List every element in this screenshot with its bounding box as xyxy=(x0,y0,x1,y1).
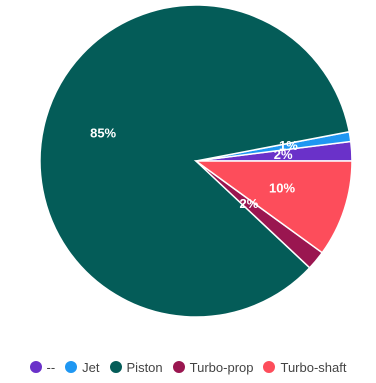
legend-label-piston: Piston xyxy=(126,359,163,375)
pie-label-piston: 85% xyxy=(90,125,116,140)
pie-slice-piston[interactable] xyxy=(39,4,351,318)
legend-label-dash: -- xyxy=(46,359,56,375)
legend-label-turbo-shaft: Turbo-shaft xyxy=(280,359,347,375)
legend-item-jet[interactable]: Jet xyxy=(65,359,100,375)
legend-swatch-piston xyxy=(109,361,122,373)
legend-swatch-dash xyxy=(29,361,42,373)
pie-slice-turbo-shaft[interactable] xyxy=(193,160,353,254)
chart-legend: -- Jet Piston Turbo-prop Turbo-shaft xyxy=(0,356,376,378)
legend-label-jet: Jet xyxy=(82,359,100,375)
legend-item-piston[interactable]: Piston xyxy=(109,359,163,375)
legend-label-turbo-prop: Turbo-prop xyxy=(189,359,254,375)
pie-label-jet: 1% xyxy=(279,138,298,153)
legend-swatch-jet xyxy=(65,361,78,373)
legend-swatch-turbo-prop xyxy=(172,361,185,373)
pie-label-turbo-prop: 2% xyxy=(239,196,258,211)
pie-label-turbo-shaft: 10% xyxy=(269,180,295,195)
legend-item-turbo-prop[interactable]: Turbo-prop xyxy=(172,359,254,375)
legend-item-turbo-shaft[interactable]: Turbo-shaft xyxy=(263,361,346,374)
pie-label-dash: 2% xyxy=(274,147,293,162)
legend-item-dash[interactable]: -- xyxy=(29,359,56,375)
legend-swatch-turbo-shaft xyxy=(263,361,276,373)
